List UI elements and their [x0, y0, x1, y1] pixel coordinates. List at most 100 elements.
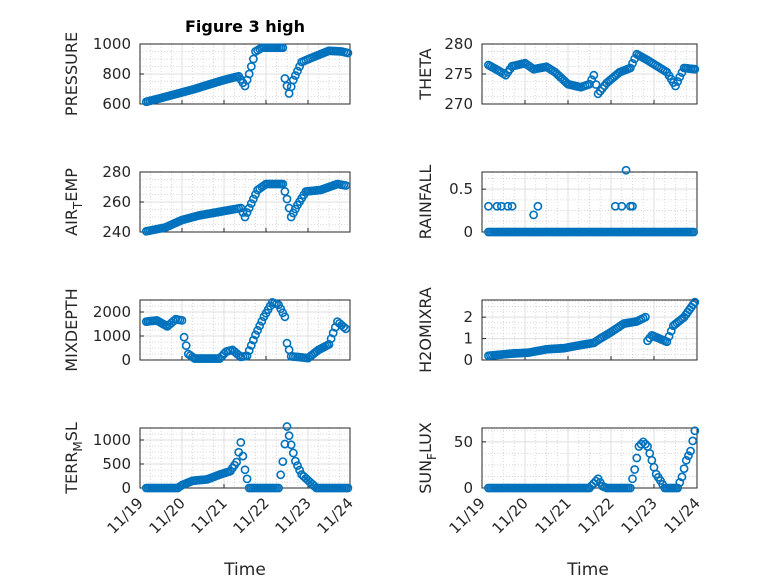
data-point	[278, 43, 288, 53]
data-point	[628, 201, 637, 211]
figure-title: Figure 3 high	[185, 17, 305, 36]
data-point	[244, 203, 254, 213]
data-point	[688, 436, 698, 446]
x-tick-label: 11/21	[188, 494, 231, 537]
subplot-sun_flux: 11/19 11/20 11/21 11/22 11/23 11/24 0 50 SUNFLUX	[416, 422, 704, 537]
data-point	[343, 483, 353, 493]
data-point	[280, 439, 290, 449]
axes-border	[481, 299, 698, 361]
x-tick-label: 11/20	[146, 494, 189, 537]
data-point	[339, 322, 349, 332]
data-point	[673, 77, 683, 86]
data-point	[278, 179, 288, 189]
data-point	[503, 201, 513, 211]
data-point	[689, 227, 699, 237]
y-tick-label: 0	[463, 223, 473, 241]
x-tick-label: 11/20	[489, 494, 532, 537]
data-point	[236, 203, 246, 213]
data-point	[232, 457, 241, 467]
data-point	[274, 483, 283, 493]
data-point	[238, 208, 248, 217]
data-point	[589, 70, 599, 80]
data-point	[673, 483, 683, 493]
data-point	[295, 465, 304, 475]
data-point	[246, 199, 256, 208]
data-point	[290, 456, 300, 466]
y-tick-label: 0	[463, 479, 473, 497]
y-axis-label-main: TERR	[62, 452, 81, 495]
data-point	[492, 201, 502, 211]
data-point	[288, 448, 298, 458]
data-point	[664, 332, 674, 341]
x-tick-label: 11/22	[230, 494, 273, 537]
data-point	[293, 66, 302, 76]
data-point	[253, 325, 262, 335]
data-point	[244, 69, 254, 79]
data-point	[632, 453, 642, 463]
data-point	[625, 63, 635, 73]
y-tick-label: 275	[444, 65, 473, 83]
data-point	[341, 181, 351, 190]
data-point	[343, 48, 353, 58]
subplot-theta: 270 275 280 THETA	[416, 35, 700, 113]
data-point	[638, 437, 648, 447]
data-point	[686, 446, 695, 456]
data-point	[280, 74, 290, 83]
y-axis-label: MIXDEPTH	[62, 288, 81, 371]
data-point	[280, 312, 290, 322]
data-point	[179, 332, 189, 342]
data-point	[248, 335, 258, 345]
data-point	[625, 483, 635, 493]
data-point	[662, 337, 672, 347]
y-tick-label: 2	[463, 308, 473, 326]
y-axis-label-main: AIR	[62, 209, 81, 236]
data-point	[484, 201, 493, 211]
y-tick-label: 0.5	[449, 180, 473, 198]
axes-border	[139, 171, 351, 233]
data-point	[641, 439, 650, 449]
data-point	[282, 81, 292, 91]
data-point	[188, 352, 197, 362]
subplot-h2omixra: 0 1 2 H2OMIXRA	[416, 287, 700, 373]
data-point	[293, 461, 302, 470]
data-point	[236, 437, 246, 447]
data-point	[681, 455, 691, 465]
y-tick-label: 2000	[93, 303, 131, 321]
y-tick-label: 1000	[93, 35, 131, 53]
data-point	[286, 440, 296, 450]
x-tick-label: 11/19	[446, 494, 489, 537]
data-point	[242, 351, 252, 361]
data-point	[280, 187, 290, 196]
data-point	[248, 54, 258, 64]
data-point	[177, 315, 187, 325]
subplot-air_temp: 240 260 280 AIRTEMP	[62, 163, 351, 241]
data-point	[251, 330, 260, 340]
data-point	[690, 426, 700, 436]
data-point	[675, 478, 685, 487]
x-tick-label: 11/21	[532, 494, 575, 537]
y-tick-label: 500	[102, 455, 131, 473]
data-point	[181, 341, 191, 350]
subplot-pressure: 600 800 1000 PRESSURE	[62, 32, 353, 116]
data-point	[679, 464, 689, 474]
data-point	[244, 346, 254, 356]
y-axis-label: H2OMIXRA	[416, 287, 435, 373]
y-tick-label: 1000	[93, 327, 131, 345]
y-axis-label-subscript: T	[71, 201, 85, 210]
data-point	[242, 208, 252, 217]
y-tick-label: 50	[454, 433, 473, 451]
data-point	[278, 457, 288, 466]
data-point	[246, 62, 256, 71]
x-tick-label: 11/24	[314, 494, 357, 537]
data-point	[690, 297, 700, 307]
data-point	[282, 422, 292, 431]
data-point	[257, 316, 267, 326]
y-tick-label: 270	[444, 95, 473, 113]
data-point	[276, 470, 286, 480]
y-axis-label-subscript: F	[425, 453, 439, 460]
data-point	[295, 62, 304, 71]
y-tick-label: 0	[121, 479, 131, 497]
data-point	[238, 451, 248, 461]
